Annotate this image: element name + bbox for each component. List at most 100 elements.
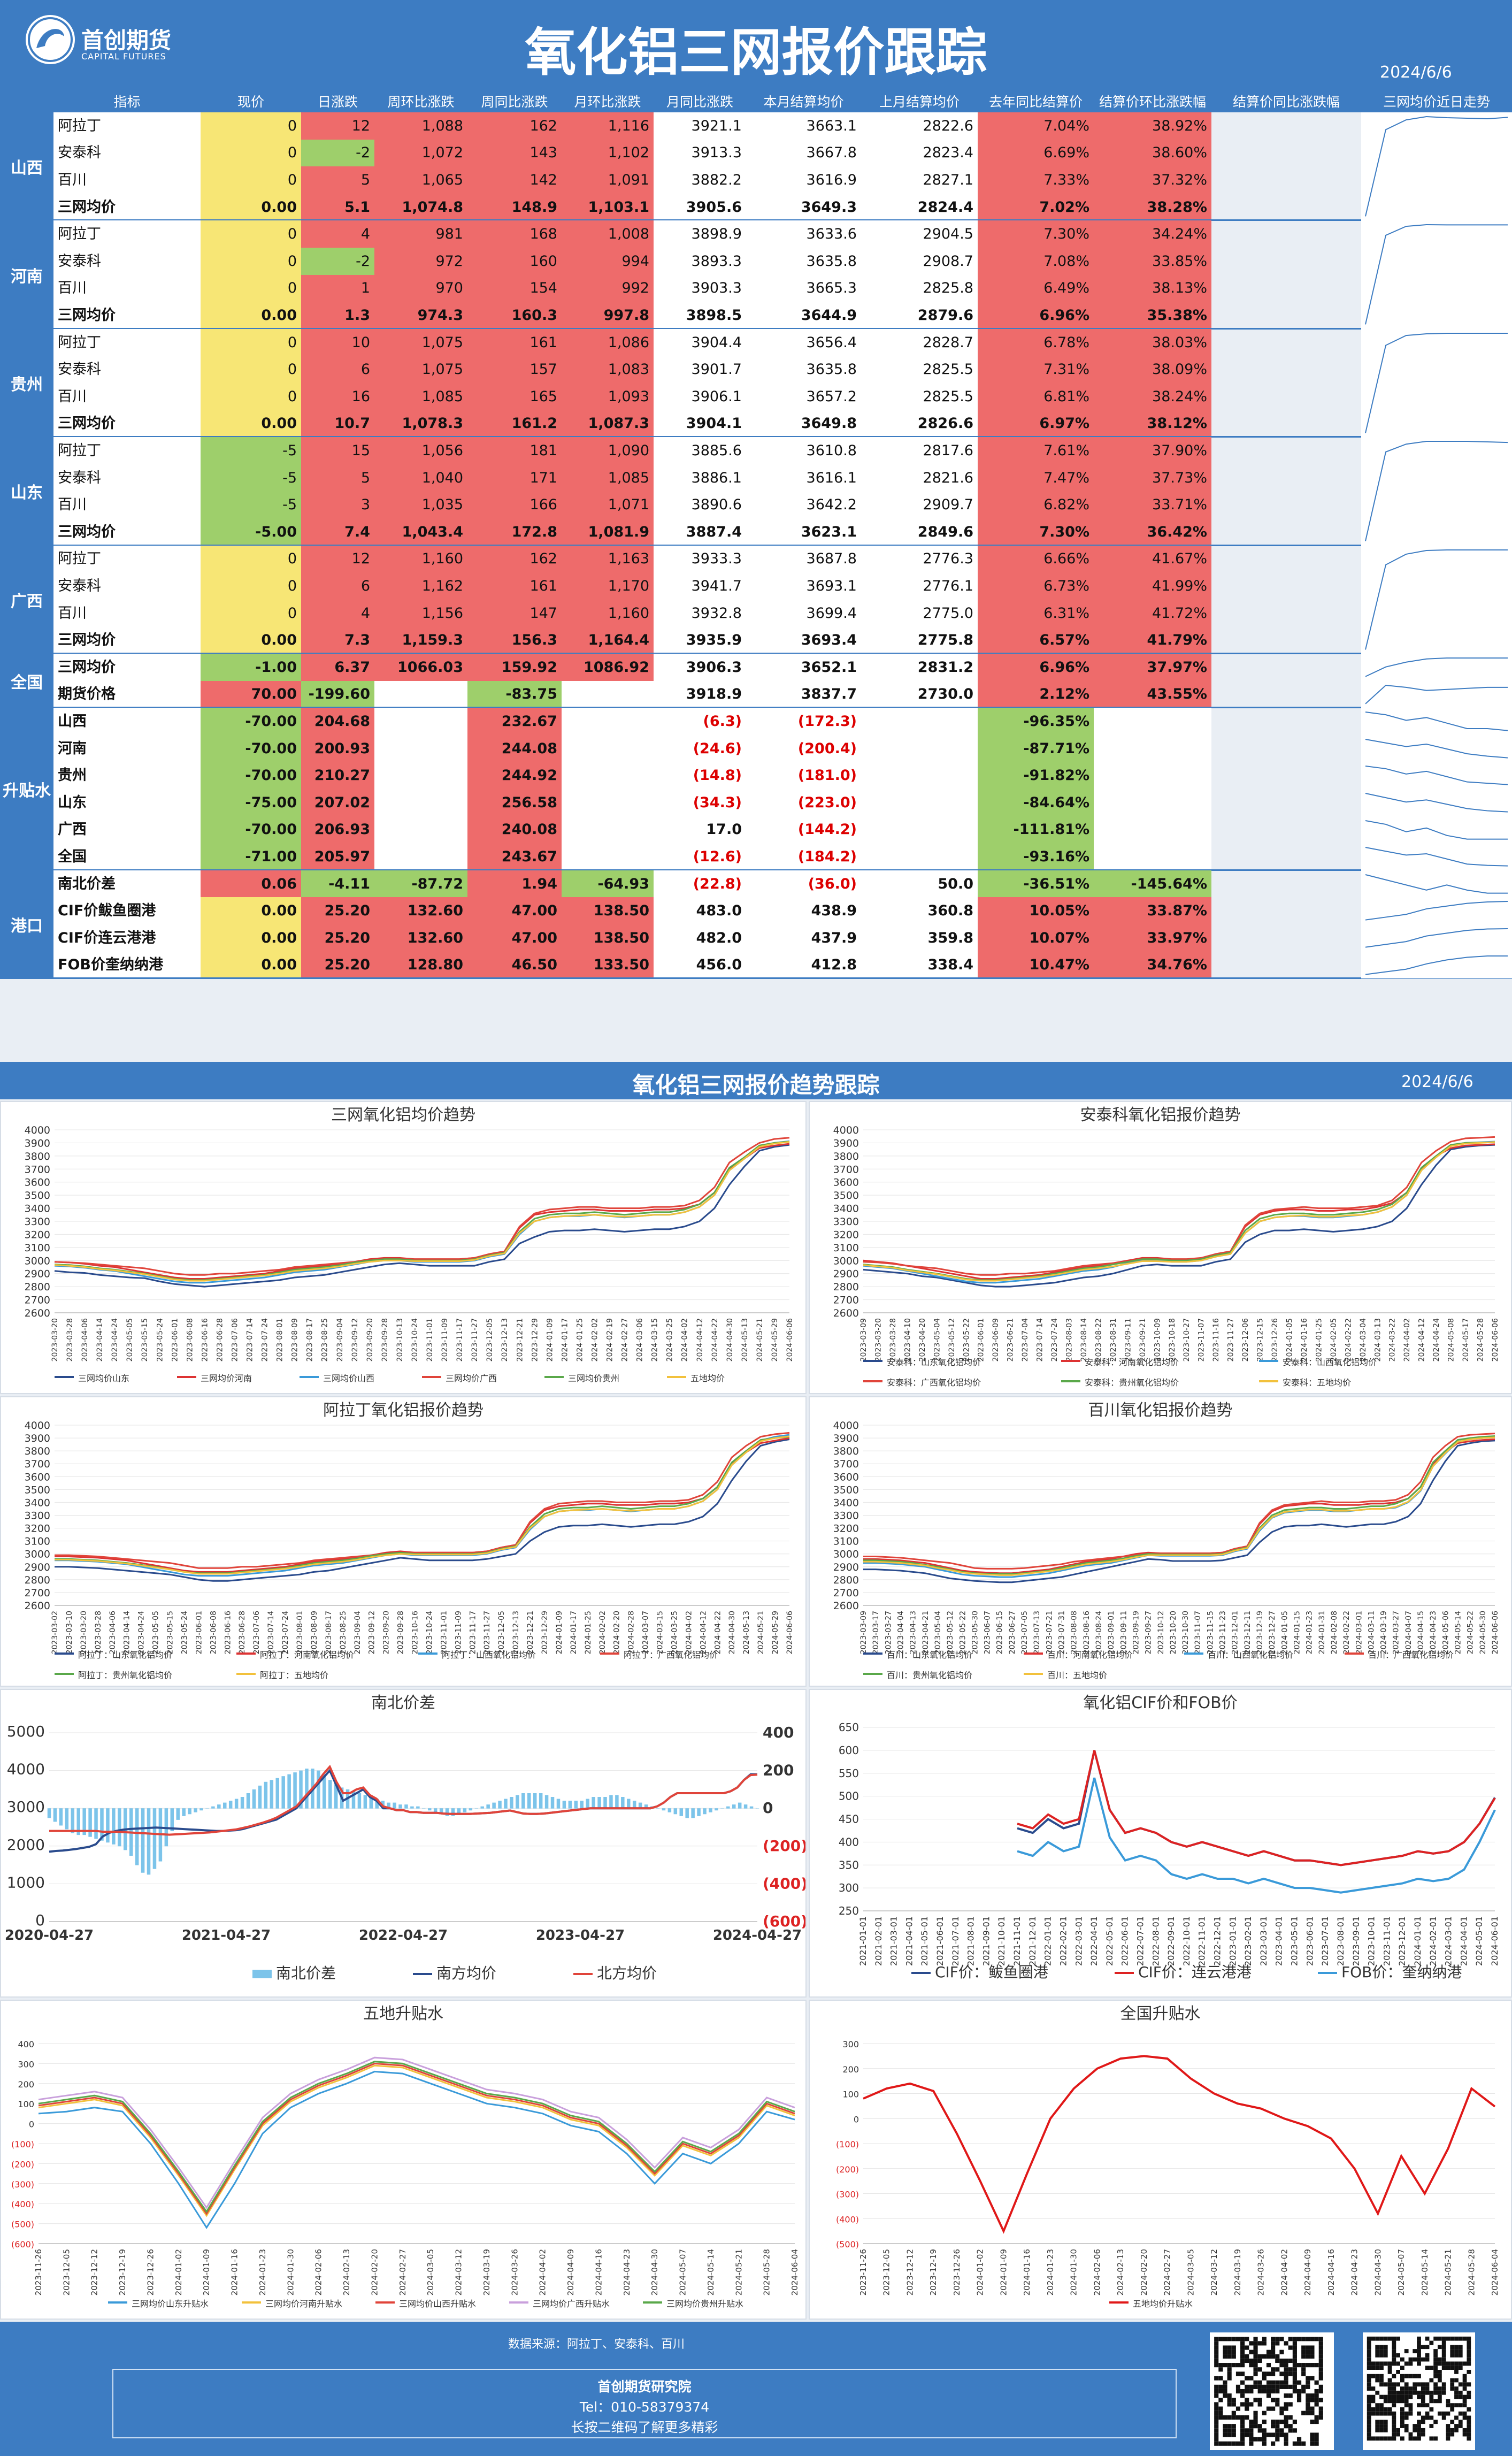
series-line bbox=[54, 1141, 790, 1282]
y-tick-label: 100 bbox=[842, 2090, 859, 2100]
table-cell: 165 bbox=[467, 383, 562, 410]
bar-mark bbox=[422, 1808, 426, 1809]
table-cell: -96.35% bbox=[978, 708, 1094, 735]
qr-module bbox=[1275, 2380, 1280, 2385]
bar-mark bbox=[609, 1795, 613, 1809]
table-cell bbox=[1094, 843, 1211, 870]
x-tick-label: 2023-07-05 bbox=[1020, 1611, 1029, 1654]
bar-mark bbox=[539, 1793, 543, 1809]
qr-module bbox=[1429, 2407, 1434, 2412]
qr-module bbox=[1218, 2384, 1223, 2389]
table-header-corner bbox=[0, 90, 53, 112]
qr-module bbox=[1235, 2389, 1241, 2394]
x-tick-label: 2023-03-02 bbox=[51, 1611, 59, 1654]
qr-module bbox=[1271, 2380, 1276, 2385]
table-cell: 3885.6 bbox=[654, 437, 746, 464]
y2-tick-label: (400) bbox=[763, 1874, 805, 1892]
series-line bbox=[863, 1436, 1495, 1576]
chart-aladdin: 阿拉丁氧化铝报价趋势400039003800370036003500340033… bbox=[25, 1401, 794, 1680]
qr-module bbox=[1231, 2432, 1236, 2437]
y-tick-label: 300 bbox=[839, 1881, 859, 1894]
x-tick-label: 2024-06-04 bbox=[790, 2249, 800, 2296]
y-tick-label: 3200 bbox=[25, 1229, 50, 1241]
series-line bbox=[863, 1136, 1495, 1276]
chart-panel-aladdin: 阿拉丁氧化铝报价趋势 4000 3900 3800 3700 3600 3500 3400 33… bbox=[0, 1396, 807, 1687]
qr-module bbox=[1227, 2345, 1232, 2350]
qr-module bbox=[1257, 2424, 1262, 2429]
qr-module bbox=[1454, 2349, 1459, 2353]
qr-module bbox=[1467, 2353, 1471, 2358]
x-tick-label: 2024-03-19 bbox=[1380, 1611, 1388, 1654]
x-tick-label: 2023-06-16 bbox=[224, 1611, 232, 1654]
table-cell: 133.50 bbox=[562, 951, 654, 979]
table-cell: 0 bbox=[201, 220, 301, 248]
qr-module bbox=[1310, 2337, 1315, 2342]
qr-module bbox=[1392, 2411, 1396, 2416]
qr-module bbox=[1392, 2394, 1396, 2399]
x-tick-label: 2024-06-06 bbox=[1491, 1611, 1500, 1654]
chart-title: 五地升贴水 bbox=[363, 2004, 443, 2023]
bar-mark bbox=[755, 1808, 759, 1809]
table-cell: (24.6) bbox=[654, 734, 746, 762]
table-cell: (200.4) bbox=[746, 734, 861, 762]
table-cell: 6.66% bbox=[978, 545, 1094, 573]
table-cell: 161.2 bbox=[467, 410, 562, 438]
x-tick-label: 2021-02-01 bbox=[873, 1916, 884, 1966]
qr-module bbox=[1318, 2389, 1323, 2394]
table-cell: 3667.8 bbox=[746, 139, 861, 167]
qr-module bbox=[1218, 2337, 1223, 2342]
qr-module bbox=[1383, 2420, 1388, 2424]
qr-module bbox=[1279, 2371, 1284, 2376]
qr-module bbox=[1318, 2358, 1323, 2363]
table-cell: -93.16% bbox=[978, 843, 1094, 870]
qr-module bbox=[1371, 2394, 1376, 2399]
qr-code-icon[interactable] bbox=[1363, 2332, 1475, 2450]
region-label: 贵州 bbox=[0, 328, 53, 438]
qr-module bbox=[1425, 2345, 1430, 2350]
x-tick-label: 2024-05-13 bbox=[742, 1611, 751, 1654]
trend-sparkline bbox=[1361, 654, 1512, 681]
table-cell: 37.73% bbox=[1094, 464, 1211, 492]
table-cell: 162 bbox=[467, 112, 562, 140]
x-tick-label: 2023-06-01 bbox=[1304, 1916, 1315, 1966]
chart-title: 阿拉丁氧化铝报价趋势 bbox=[323, 1401, 483, 1420]
qr-module bbox=[1421, 2394, 1425, 2399]
bar-mark bbox=[281, 1776, 285, 1809]
chart-panel-baichuan: 百川氧化铝报价趋势 4000 3900 3800 3700 3600 3500 3400 330… bbox=[809, 1396, 1512, 1687]
qr-module bbox=[1249, 2350, 1254, 2354]
x-tick-label: 2024-01-05 bbox=[1285, 1318, 1294, 1361]
qr-module bbox=[1379, 2382, 1384, 2387]
bar-mark bbox=[544, 1795, 549, 1809]
qr-module bbox=[1318, 2371, 1323, 2376]
qr-module bbox=[1458, 2411, 1463, 2416]
y-tick-label: 3100 bbox=[25, 1536, 50, 1548]
qr-module bbox=[1301, 2354, 1306, 2359]
row-label: 三网均价 bbox=[53, 626, 201, 654]
y-tick-label: 250 bbox=[839, 1904, 859, 1917]
series-line bbox=[1017, 1750, 1496, 1866]
x-tick-label: 2023-08-22 bbox=[1094, 1318, 1103, 1361]
x-tick-label: 2023-08-25 bbox=[339, 1611, 348, 1654]
table-cell: 37.90% bbox=[1094, 437, 1211, 464]
qr-module bbox=[1396, 2432, 1400, 2437]
qr-module bbox=[1314, 2393, 1319, 2398]
table-cell: 7.02% bbox=[978, 193, 1094, 221]
qr-module bbox=[1421, 2357, 1425, 2362]
qr-module bbox=[1408, 2403, 1413, 2407]
table-cell: 34.24% bbox=[1094, 220, 1211, 248]
y-tick-label: 2800 bbox=[833, 1281, 859, 1293]
qr-module bbox=[1288, 2393, 1293, 2398]
table-cell bbox=[562, 734, 654, 762]
qr-code-icon[interactable] bbox=[1210, 2332, 1334, 2450]
table-cell: 1,159.3 bbox=[374, 626, 467, 654]
table-cell: 0 bbox=[201, 139, 301, 167]
qr-module bbox=[1253, 2424, 1258, 2429]
qr-module bbox=[1441, 2415, 1446, 2420]
org-tel[interactable]: Tel：010-58379374 bbox=[579, 2399, 710, 2415]
qr-module bbox=[1257, 2341, 1262, 2346]
qr-module bbox=[1271, 2441, 1276, 2446]
qr-module bbox=[1454, 2361, 1459, 2366]
y-tick-label: 3400 bbox=[833, 1203, 859, 1215]
qr-module bbox=[1400, 2390, 1404, 2395]
qr-module bbox=[1458, 2349, 1463, 2353]
